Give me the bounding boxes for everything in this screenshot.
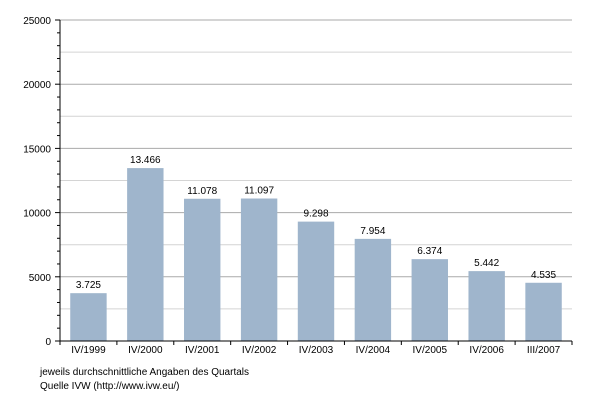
y-tick-label: 10000: [23, 209, 51, 220]
data-label: 3.725: [76, 280, 101, 291]
x-tick-label: IV/2003: [299, 345, 334, 356]
y-ticks: [55, 19, 60, 342]
x-tick-label: IV/2001: [185, 345, 220, 356]
x-tick-label: IV/2006: [469, 345, 504, 356]
footnote-averages: jeweils durchschnittliche Angaben des Qu…: [40, 367, 250, 378]
x-tick-label: IV/2002: [242, 345, 277, 356]
data-label: 5.442: [474, 258, 499, 269]
y-tick-label: 0: [45, 337, 51, 348]
data-label: 7.954: [360, 226, 385, 237]
bar: [354, 238, 392, 341]
y-tick-label: 15000: [23, 144, 51, 155]
bar: [70, 293, 107, 341]
x-ticks: [59, 341, 573, 345]
x-tick-label: III/2007: [527, 345, 561, 356]
data-label: 13.466: [130, 155, 161, 166]
bar: [240, 198, 278, 341]
bar: [468, 271, 505, 341]
x-tick-labels: IV/1999 IV/2000 IV/2001 IV/2002 IV/2003 IV/20…: [71, 345, 560, 356]
data-label: 4.535: [531, 270, 556, 281]
data-label: 9.298: [303, 209, 328, 220]
bars: [70, 168, 562, 341]
y-tick-label: 5000: [29, 273, 52, 284]
y-tick-labels: 0 5000 10000 15000 20000 25000: [23, 16, 51, 348]
x-tick-label: IV/2000: [128, 345, 163, 356]
bar: [297, 221, 335, 341]
y-tick-label: 25000: [23, 16, 51, 27]
data-label: 11.097: [244, 186, 274, 197]
data-labels: 3.725 13.466 11.078 11.097 9.298 7.954 6.374 5.…: [76, 155, 557, 291]
bar: [127, 168, 164, 341]
bar: [525, 282, 562, 341]
x-tick-label: IV/1999: [71, 345, 106, 356]
x-tick-label: IV/2005: [413, 345, 448, 356]
data-label: 6.374: [417, 246, 442, 257]
data-label: 11.078: [187, 186, 217, 197]
footnote-source: Quelle IVW (http://www.ivw.eu/): [40, 381, 180, 392]
x-tick-label: IV/2004: [356, 345, 391, 356]
y-tick-label: 20000: [23, 80, 51, 91]
bar: [184, 198, 221, 341]
bar: [411, 259, 448, 341]
